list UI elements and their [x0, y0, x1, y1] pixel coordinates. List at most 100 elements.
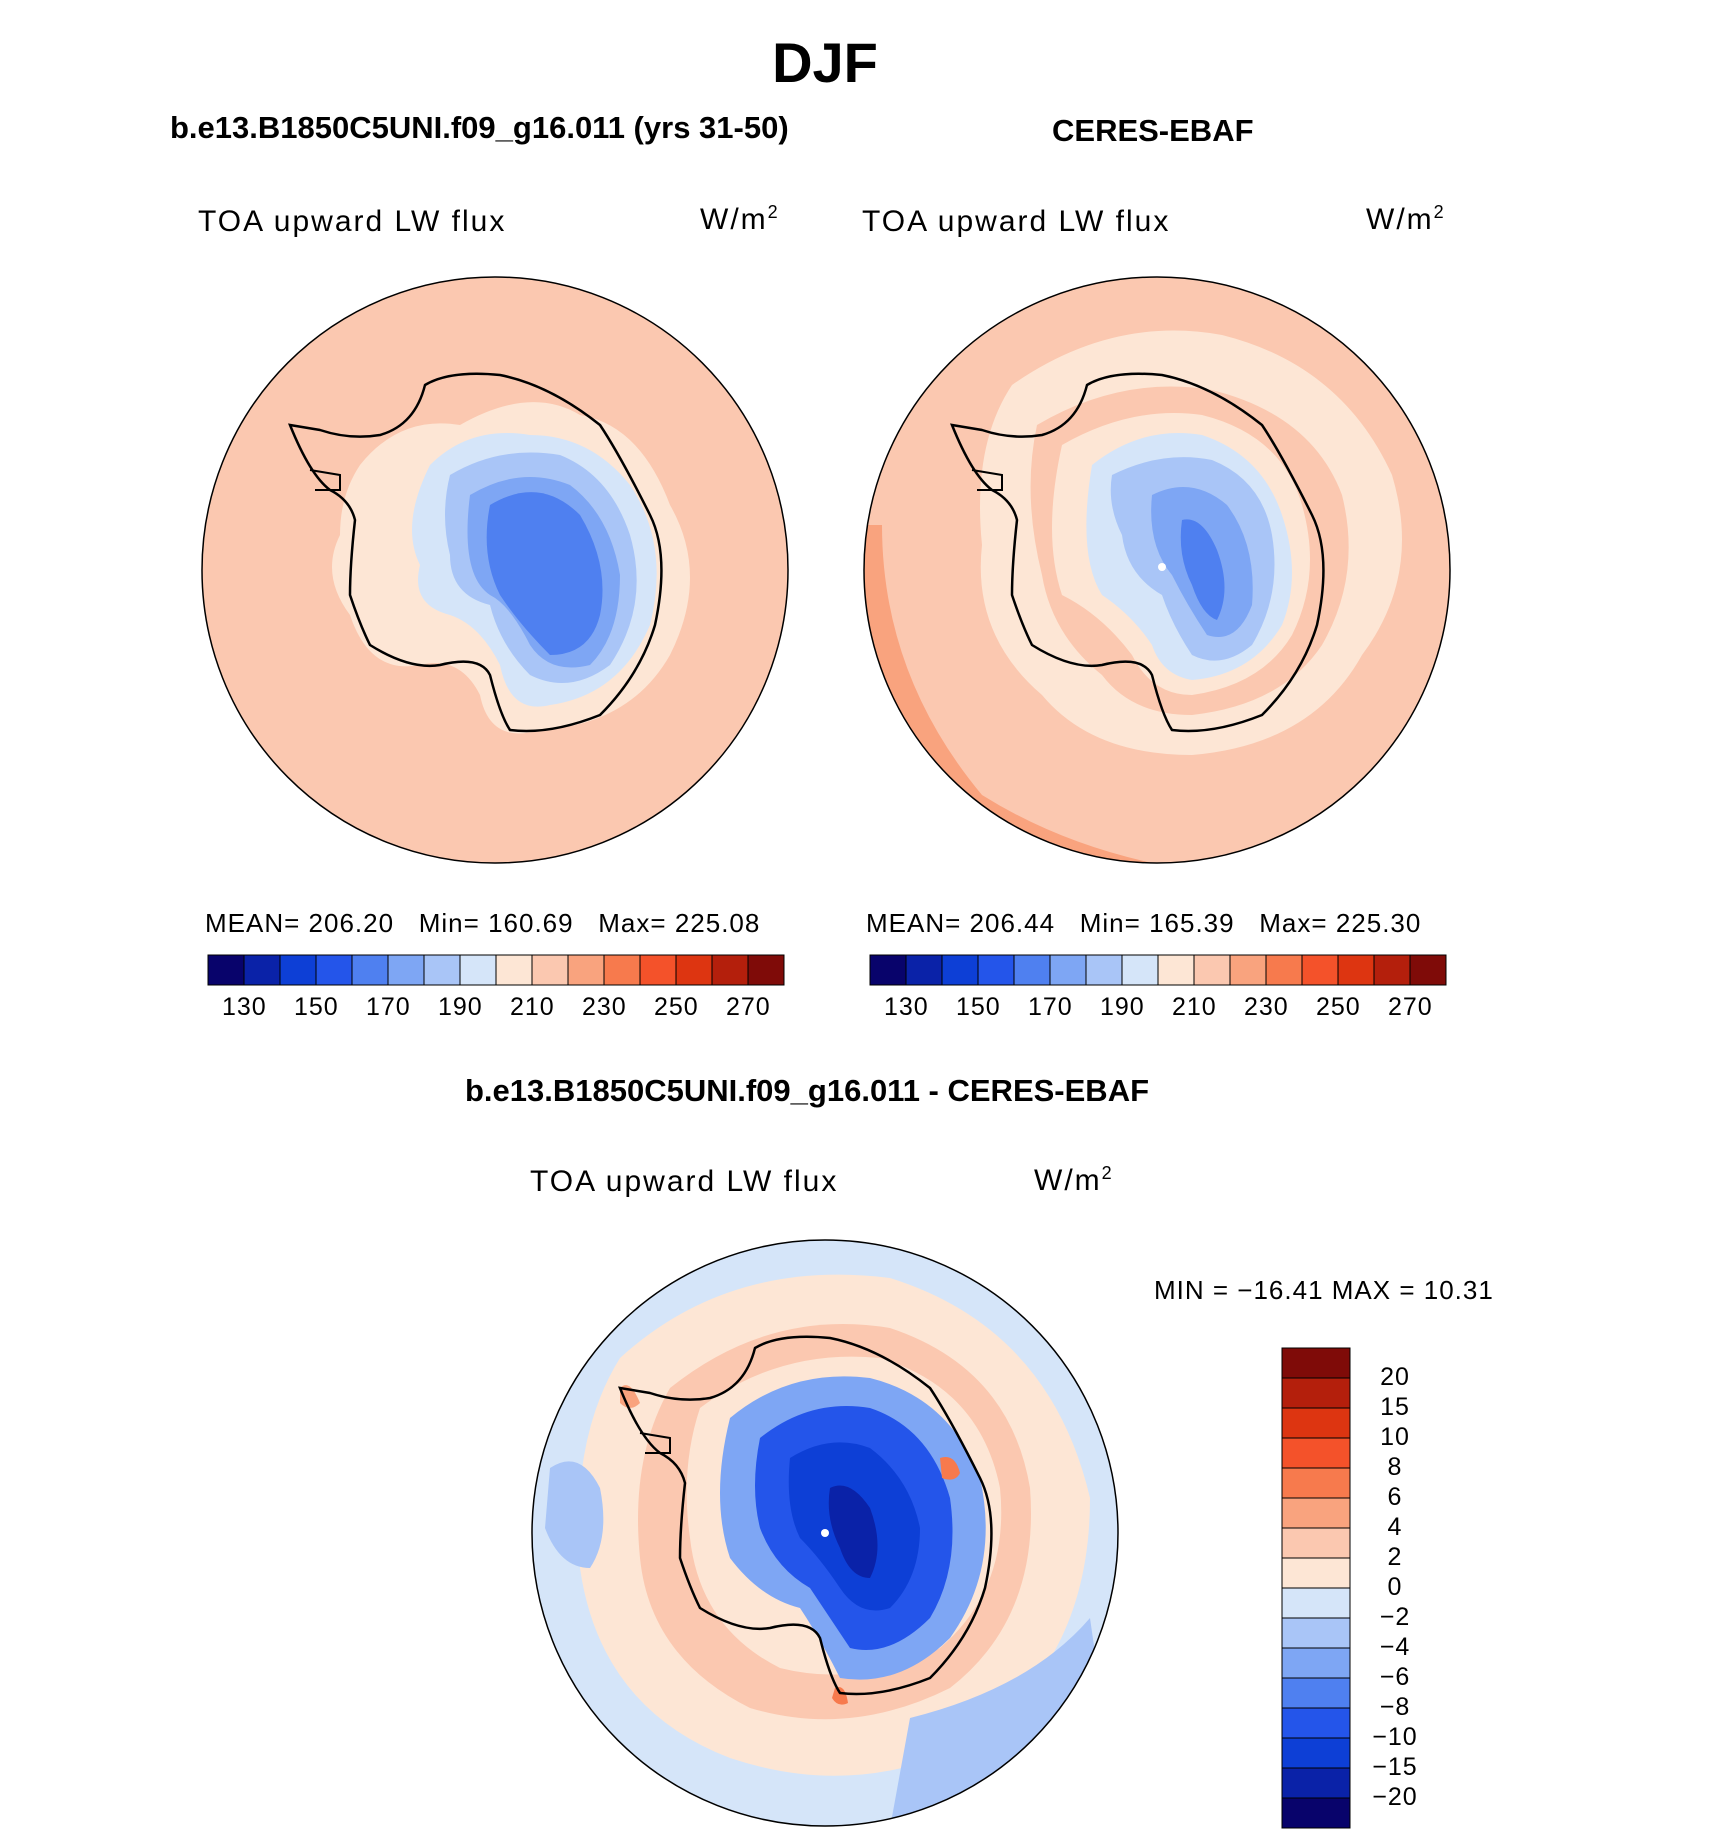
- colorbar-swatch: [1281, 1617, 1351, 1649]
- colorbar-swatch: [603, 954, 641, 986]
- colorbar-swatch: [207, 954, 245, 986]
- colorbar-swatch: [1049, 954, 1087, 986]
- colorbar-tick-label: 190: [438, 993, 483, 1021]
- colorbar-swatch: [1121, 954, 1159, 986]
- colorbar-tick-label: 2: [1387, 1543, 1403, 1571]
- model-colorbar: [207, 954, 785, 986]
- colorbar-swatch: [1193, 954, 1231, 986]
- colorbar-swatch: [941, 954, 979, 986]
- colorbar-swatch: [495, 954, 533, 986]
- colorbar-tick-label: −10: [1372, 1723, 1418, 1751]
- diff-minmax: MIN = −16.41 MAX = 10.31: [1154, 1275, 1494, 1305]
- colorbar-tick-label: 0: [1387, 1573, 1403, 1601]
- colorbar-swatch: [1281, 1407, 1351, 1439]
- colorbar-swatch: [1281, 1707, 1351, 1739]
- colorbar-swatch: [531, 954, 569, 986]
- colorbar-swatch: [977, 954, 1015, 986]
- colorbar-swatch: [869, 954, 907, 986]
- colorbar-swatch: [1409, 954, 1447, 986]
- colorbar-swatch: [905, 954, 943, 986]
- colorbar-swatch: [1157, 954, 1195, 986]
- colorbar-swatch: [1281, 1677, 1351, 1709]
- model-colorbar-ticks: 130 150 170 190 210 230 250 270: [208, 993, 784, 1023]
- colorbar-swatch: [387, 954, 425, 986]
- colorbar-tick-label: 150: [956, 993, 1001, 1021]
- obs-stats: MEAN= 206.44 Min= 165.39 Max= 225.30: [866, 908, 1422, 938]
- model-polar-map: [201, 276, 789, 864]
- figure-title: DJF: [772, 31, 878, 94]
- colorbar-tick-label: 250: [654, 993, 699, 1021]
- diff-polar-map: [531, 1239, 1119, 1827]
- colorbar-swatch: [1013, 954, 1051, 986]
- colorbar-swatch: [459, 954, 497, 986]
- colorbar-tick-label: −2: [1379, 1603, 1411, 1631]
- colorbar-tick-label: 210: [510, 993, 555, 1021]
- colorbar-tick-label: 210: [1172, 993, 1217, 1021]
- colorbar-swatch: [1281, 1737, 1351, 1769]
- model-stats: MEAN= 206.20 Min= 160.69 Max= 225.08: [205, 908, 761, 938]
- colorbar-swatch: [1281, 1587, 1351, 1619]
- colorbar-swatch: [1229, 954, 1267, 986]
- colorbar-tick-label: 8: [1387, 1453, 1403, 1481]
- colorbar-tick-label: 190: [1100, 993, 1145, 1021]
- diff-colorbar-ticks: 20 15 10 8 6 4 2 0 −2 −4 −6 −8 −10 −15 −20: [1360, 1348, 1440, 1828]
- colorbar-swatch: [1301, 954, 1339, 986]
- colorbar-swatch: [711, 954, 749, 986]
- colorbar-swatch: [1085, 954, 1123, 986]
- colorbar-swatch: [1281, 1647, 1351, 1679]
- colorbar-tick-label: 130: [222, 993, 267, 1021]
- colorbar-tick-label: 10: [1380, 1423, 1410, 1451]
- model-units-label: W/m2: [700, 202, 780, 236]
- colorbar-tick-label: 230: [1244, 993, 1289, 1021]
- colorbar-tick-label: 270: [726, 993, 771, 1021]
- colorbar-tick-label: −8: [1379, 1693, 1411, 1721]
- colorbar-swatch: [1281, 1437, 1351, 1469]
- colorbar-tick-label: 150: [294, 993, 339, 1021]
- colorbar-swatch: [747, 954, 785, 986]
- obs-colorbar-ticks: 130 150 170 190 210 230 250 270: [870, 993, 1446, 1023]
- colorbar-swatch: [1281, 1557, 1351, 1589]
- colorbar-tick-label: 6: [1387, 1483, 1403, 1511]
- obs-variable-label: TOA upward LW flux: [862, 205, 1171, 238]
- diff-panel-title: b.e13.B1850C5UNI.f09_g16.011 - CERES-EBA…: [465, 1073, 1150, 1108]
- colorbar-swatch: [639, 954, 677, 986]
- model-variable-label: TOA upward LW flux: [198, 205, 507, 238]
- colorbar-tick-label: 270: [1388, 993, 1433, 1021]
- colorbar-tick-label: 250: [1316, 993, 1361, 1021]
- diff-variable-label: TOA upward LW flux: [530, 1165, 839, 1198]
- colorbar-swatch: [1281, 1467, 1351, 1499]
- obs-polar-map: [863, 276, 1451, 864]
- colorbar-swatch: [1281, 1347, 1351, 1379]
- colorbar-tick-label: −15: [1372, 1753, 1418, 1781]
- colorbar-swatch: [1281, 1497, 1351, 1529]
- colorbar-tick-label: −20: [1372, 1783, 1418, 1811]
- colorbar-swatch: [351, 954, 389, 986]
- colorbar-swatch: [1265, 954, 1303, 986]
- colorbar-swatch: [1281, 1767, 1351, 1799]
- obs-units-label: W/m2: [1366, 202, 1446, 236]
- colorbar-swatch: [243, 954, 281, 986]
- colorbar-swatch: [1281, 1377, 1351, 1409]
- colorbar-swatch: [1281, 1797, 1351, 1829]
- colorbar-tick-label: −4: [1379, 1633, 1411, 1661]
- colorbar-tick-label: −6: [1379, 1663, 1411, 1691]
- diff-colorbar: [1281, 1347, 1351, 1829]
- colorbar-tick-label: 20: [1380, 1363, 1410, 1391]
- colorbar-tick-label: 4: [1387, 1513, 1403, 1541]
- colorbar-tick-label: 130: [884, 993, 929, 1021]
- colorbar-swatch: [279, 954, 317, 986]
- colorbar-tick-label: 170: [366, 993, 411, 1021]
- colorbar-swatch: [567, 954, 605, 986]
- colorbar-swatch: [1373, 954, 1411, 986]
- colorbar-tick-label: 170: [1028, 993, 1073, 1021]
- colorbar-tick-label: 15: [1380, 1393, 1410, 1421]
- colorbar-swatch: [675, 954, 713, 986]
- colorbar-swatch: [423, 954, 461, 986]
- obs-panel-title: CERES-EBAF: [1052, 113, 1254, 148]
- obs-colorbar: [869, 954, 1447, 986]
- model-panel-title: b.e13.B1850C5UNI.f09_g16.011 (yrs 31-50): [170, 110, 789, 145]
- colorbar-tick-label: 230: [582, 993, 627, 1021]
- colorbar-swatch: [1337, 954, 1375, 986]
- colorbar-swatch: [1281, 1527, 1351, 1559]
- colorbar-swatch: [315, 954, 353, 986]
